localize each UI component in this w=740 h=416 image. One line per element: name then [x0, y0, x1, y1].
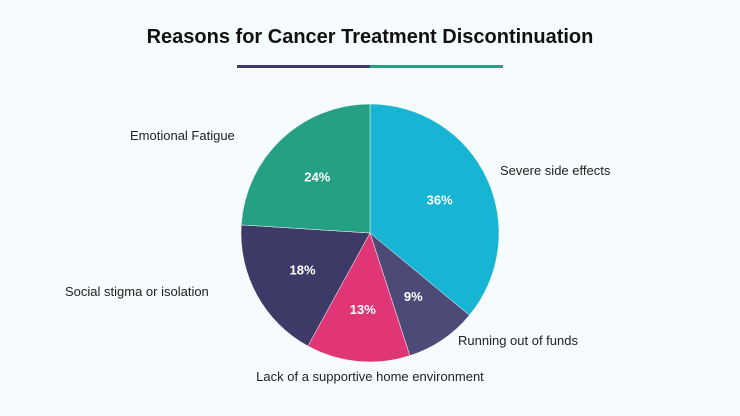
pie-value-label-1: 9% [404, 289, 423, 304]
title-underline-right [370, 65, 503, 68]
pie-slice-0 [369, 103, 500, 316]
category-label-emotional-fatigue: Emotional Fatigue [130, 128, 235, 143]
pie-slice-4 [240, 103, 371, 234]
category-label-severe-side-effects: Severe side effects [500, 163, 611, 178]
pie-value-label-4: 24% [304, 169, 330, 184]
title-underline-left [237, 65, 370, 68]
pie-value-label-2: 13% [350, 302, 376, 317]
pie-value-label-3: 18% [290, 263, 316, 278]
pie-slice-3 [240, 224, 371, 347]
category-label-lack-of-supportive-home: Lack of a supportive home environment [256, 369, 484, 384]
pie-value-label-0: 36% [427, 193, 453, 208]
category-label-running-out-of-funds: Running out of funds [458, 333, 578, 348]
pie-slice-2 [307, 232, 411, 363]
category-label-social-stigma: Social stigma or isolation [65, 284, 209, 299]
chart-title: Reasons for Cancer Treatment Discontinua… [146, 26, 594, 48]
title-underline [237, 65, 503, 68]
